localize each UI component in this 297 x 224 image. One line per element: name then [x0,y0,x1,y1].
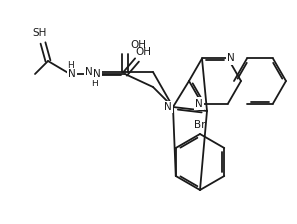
Text: N: N [227,54,235,63]
Text: N: N [93,69,101,79]
Text: OH: OH [130,40,146,50]
Text: N: N [68,69,76,79]
Text: OH: OH [135,47,151,57]
Text: N: N [195,99,203,108]
Text: N: N [164,102,172,112]
Text: H: H [92,78,98,88]
Text: N: N [85,67,93,77]
Text: Br: Br [194,120,206,130]
Text: SH: SH [33,28,47,38]
Text: H: H [67,60,73,69]
